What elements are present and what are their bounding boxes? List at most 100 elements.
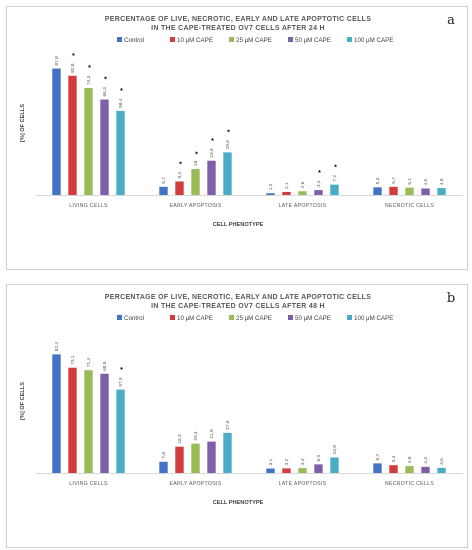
bar-4-0 xyxy=(116,389,125,473)
chart-title: PERCENTAGE OF LIVE, NECROTIC, EARLY AND … xyxy=(105,294,371,301)
data-label-2-1: 20,4 xyxy=(193,431,199,441)
category-label-0: LIVING CELLS xyxy=(69,481,108,487)
significance-marker-4-1: * xyxy=(227,130,230,137)
category-label-2: LATE APOPTOSIS xyxy=(279,481,327,487)
panel-letter: a xyxy=(447,13,455,28)
data-label-3-3: 4,3 xyxy=(423,457,429,464)
data-label-2-2: 3,4 xyxy=(300,458,306,465)
bar-0-2 xyxy=(266,193,275,195)
data-label-2-1: 18 xyxy=(193,160,199,166)
bar-2-3 xyxy=(405,187,414,195)
data-label-0-2: 3,1 xyxy=(268,459,274,466)
data-label-2-0: 74,3 xyxy=(86,75,92,85)
bar-3-1 xyxy=(207,441,216,473)
significance-marker-3-1: * xyxy=(211,138,214,145)
data-label-4-0: 57,9 xyxy=(118,377,124,387)
bar-1-2 xyxy=(282,468,291,473)
bar-4-3 xyxy=(437,467,446,473)
data-label-0-0: 87,8 xyxy=(54,56,60,66)
chart-subtitle: IN THE CAPE-TREATED OV7 CELLS AFTER 24 H xyxy=(151,25,325,32)
legend-swatch-3 xyxy=(288,315,293,320)
data-label-2-3: 4,8 xyxy=(407,456,413,463)
bar-3-2 xyxy=(314,464,323,473)
legend-swatch-2 xyxy=(229,37,234,42)
data-label-1-2: 3,2 xyxy=(284,458,290,465)
data-label-4-3: 3,6 xyxy=(439,458,445,465)
legend-label-1: 10 µM CAPE xyxy=(177,315,213,322)
bar-2-0 xyxy=(84,88,93,195)
legend-label-4: 100 µM CAPE xyxy=(354,315,393,322)
data-label-0-1: 5,7 xyxy=(161,177,167,184)
significance-marker-4-0: * xyxy=(120,367,123,374)
data-label-1-3: 5,7 xyxy=(391,177,397,184)
legend-label-3: 50 µM CAPE xyxy=(295,37,331,44)
bar-2-3 xyxy=(405,466,414,473)
legend-label-2: 25 µM CAPE xyxy=(236,315,272,322)
data-label-0-3: 5,3 xyxy=(375,177,381,184)
chart-b-svg: PERCENTAGE OF LIVE, NECROTIC, EARLY AND … xyxy=(20,291,463,506)
bar-3-3 xyxy=(421,188,430,195)
legend-swatch-4 xyxy=(347,37,352,42)
legend-swatch-1 xyxy=(170,37,175,42)
data-label-3-2: 3,4 xyxy=(316,180,322,187)
data-label-0-3: 6,7 xyxy=(375,453,381,460)
legend-swatch-0 xyxy=(117,315,122,320)
data-label-4-2: 7,2 xyxy=(332,175,338,182)
legend-label-0: Control xyxy=(124,315,144,322)
data-label-2-0: 71,4 xyxy=(86,358,92,368)
legend-swatch-3 xyxy=(288,37,293,42)
category-label-0: LIVING CELLS xyxy=(69,203,108,209)
bar-1-3 xyxy=(389,186,398,195)
data-label-1-2: 2,1 xyxy=(284,182,290,189)
data-label-1-1: 18,3 xyxy=(177,434,183,444)
bar-1-3 xyxy=(389,465,398,473)
bar-2-1 xyxy=(191,443,200,473)
data-label-3-0: 66,3 xyxy=(102,87,108,97)
data-label-4-0: 58,4 xyxy=(118,98,124,108)
data-label-0-0: 82,4 xyxy=(54,342,60,352)
data-label-4-3: 4,8 xyxy=(439,178,445,185)
bar-0-3 xyxy=(373,463,382,473)
bar-1-0 xyxy=(68,75,77,195)
data-label-3-1: 21,8 xyxy=(209,429,215,439)
legend-swatch-2 xyxy=(229,315,234,320)
category-label-3: NECROTIC CELLS xyxy=(385,203,434,209)
legend-swatch-4 xyxy=(347,315,352,320)
significance-marker-1-1: * xyxy=(179,161,182,168)
significance-marker-3-0: * xyxy=(104,77,107,84)
category-label-1: EARLY APOPTOSIS xyxy=(169,203,221,209)
category-label-3: NECROTIC CELLS xyxy=(385,481,434,487)
data-label-0-1: 7,8 xyxy=(161,452,167,459)
category-label-2: LATE APOPTOSIS xyxy=(279,203,327,209)
bar-4-0 xyxy=(116,110,125,195)
bar-4-1 xyxy=(223,152,232,195)
data-label-2-2: 2,6 xyxy=(300,181,306,188)
legend-swatch-0 xyxy=(117,37,122,42)
significance-marker-4-0: * xyxy=(120,88,123,95)
bar-3-0 xyxy=(100,373,109,473)
bar-0-0 xyxy=(52,354,61,473)
data-label-3-2: 6,0 xyxy=(316,454,322,461)
bar-4-1 xyxy=(223,432,232,473)
data-label-3-1: 23,8 xyxy=(209,148,215,158)
bar-2-0 xyxy=(84,370,93,473)
bar-2-1 xyxy=(191,169,200,195)
x-axis-label: CELL PHENOTYPE xyxy=(213,222,264,228)
bar-0-0 xyxy=(52,68,61,195)
bar-3-0 xyxy=(100,99,109,195)
legend-label-3: 50 µM CAPE xyxy=(295,315,331,322)
bar-4-2 xyxy=(330,184,339,195)
chart-title: PERCENTAGE OF LIVE, NECROTIC, EARLY AND … xyxy=(105,16,371,23)
bar-0-1 xyxy=(159,186,168,195)
legend-label-4: 100 µM CAPE xyxy=(354,37,393,44)
significance-marker-2-0: * xyxy=(88,65,91,72)
bar-3-3 xyxy=(421,466,430,473)
bar-1-0 xyxy=(68,367,77,473)
data-label-3-3: 4,5 xyxy=(423,179,429,186)
x-axis-label: CELL PHENOTYPE xyxy=(213,500,264,506)
y-axis-label: [%] OF CELLS xyxy=(20,382,26,420)
bar-4-3 xyxy=(437,188,446,195)
significance-marker-1-0: * xyxy=(72,53,75,60)
bar-3-1 xyxy=(207,160,216,195)
data-label-1-1: 9,4 xyxy=(177,171,183,178)
